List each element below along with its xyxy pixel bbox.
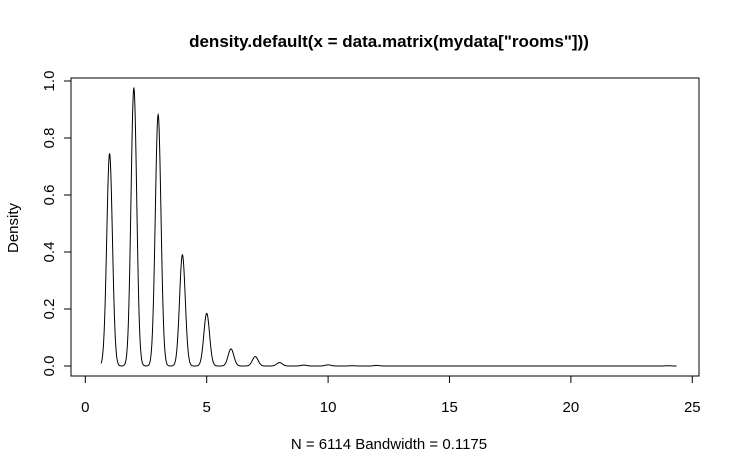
- y-axis-label: Density: [5, 202, 22, 253]
- x-tick-label: 10: [320, 399, 337, 416]
- x-tick-label: 5: [203, 399, 211, 416]
- y-axis: 0.0 0.2 0.4 0.6 0.8 1.0: [41, 71, 72, 377]
- y-tick-label: 0.0: [41, 356, 58, 377]
- x-axis-label: N = 6114 Bandwidth = 0.1175: [291, 436, 487, 453]
- y-tick-label: 0.4: [41, 242, 58, 263]
- y-tick-label: 0.8: [41, 128, 58, 149]
- y-tick-label: 0.2: [41, 299, 58, 320]
- x-tick-label: 15: [441, 399, 458, 416]
- chart-title: density.default(x = data.matrix(mydata["…: [189, 32, 589, 51]
- y-tick-label: 1.0: [41, 71, 58, 92]
- y-tick-label: 0.6: [41, 185, 58, 206]
- plot-frame: [70, 77, 700, 377]
- x-tick-label: 20: [563, 399, 580, 416]
- density-curve: [100, 86, 677, 367]
- x-axis: 0 5 10 15 20 25: [81, 375, 701, 416]
- x-tick-label: 25: [684, 399, 701, 416]
- x-tick-label: 0: [81, 399, 89, 416]
